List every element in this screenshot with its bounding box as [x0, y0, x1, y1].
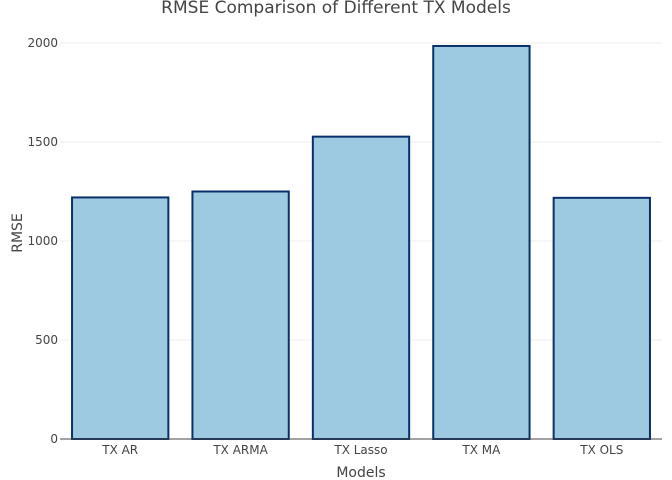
bar-tx-lasso: [311, 135, 411, 441]
y-tick-label: 2000: [27, 36, 58, 50]
x-tick-label: TX OLS: [579, 443, 623, 457]
bar-tx-arma: [191, 190, 290, 440]
y-tick-label: 0: [50, 432, 58, 446]
x-axis-title: Models: [336, 465, 385, 480]
chart-title: RMSE Comparison of Different TX Models: [161, 0, 511, 18]
x-tick-labels: TX AR TX ARMA TX Lasso TX MA TX OLS: [101, 443, 623, 457]
y-tick-labels: 0 500 1000 1500 2000: [27, 36, 58, 446]
bars: [71, 44, 651, 441]
x-tick-label: TX MA: [461, 443, 501, 457]
bar-tx-ols: [552, 196, 651, 440]
y-axis-title: RMSE: [10, 213, 26, 253]
y-tick-label: 1000: [27, 234, 58, 248]
bar-tx-ma: [432, 44, 531, 440]
y-tick-label: 1500: [27, 135, 58, 149]
y-tick-label: 500: [35, 333, 58, 347]
x-tick-label: TX ARMA: [212, 443, 268, 457]
x-tick-label: TX Lasso: [333, 443, 387, 457]
x-tick-label: TX AR: [101, 443, 138, 457]
bar-tx-ar: [71, 196, 170, 440]
